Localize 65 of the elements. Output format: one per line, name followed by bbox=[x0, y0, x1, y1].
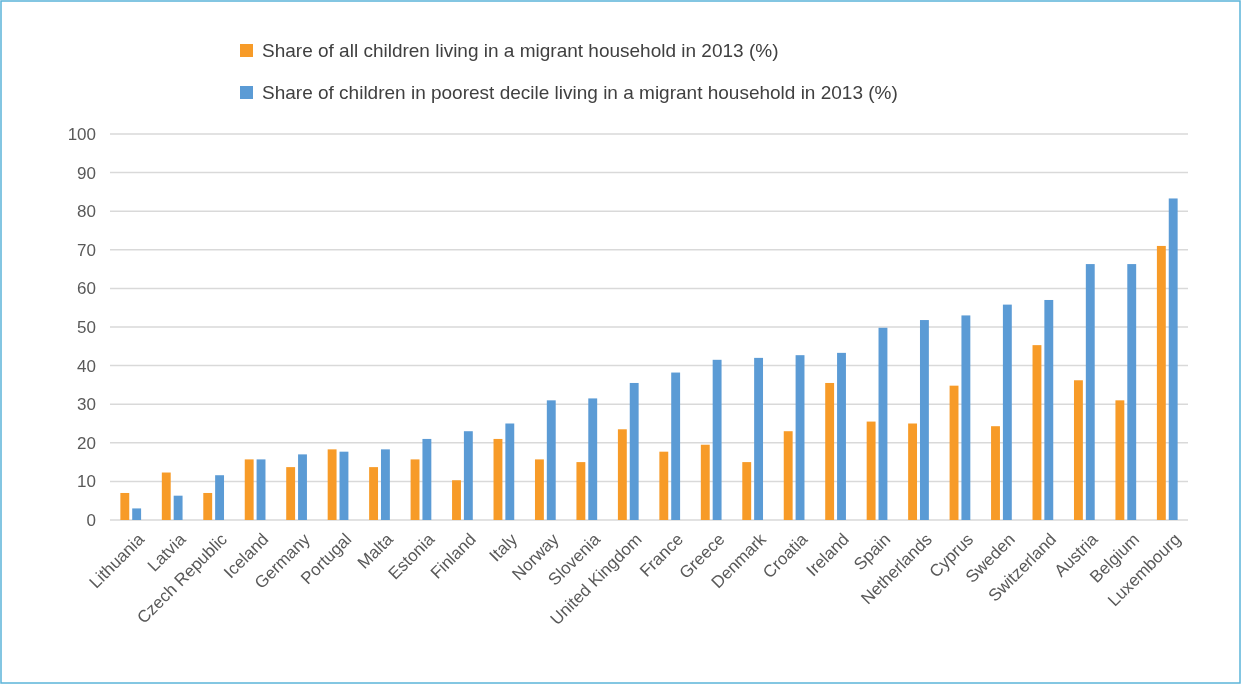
bar bbox=[629, 382, 639, 520]
bar bbox=[1044, 299, 1054, 520]
y-tick-label: 70 bbox=[77, 240, 96, 260]
y-tick-label: 80 bbox=[77, 202, 96, 222]
legend-label: Share of all children living in a migrant household in 2013 (%) bbox=[262, 39, 779, 61]
bar bbox=[422, 438, 432, 520]
bar bbox=[588, 398, 598, 520]
bar bbox=[534, 459, 544, 520]
bar bbox=[203, 492, 213, 520]
y-tick-label: 0 bbox=[86, 510, 96, 530]
bar bbox=[825, 382, 835, 520]
bar bbox=[380, 449, 390, 520]
bar bbox=[908, 423, 918, 520]
bar bbox=[837, 352, 846, 520]
y-tick-label: 100 bbox=[67, 124, 96, 144]
bar bbox=[961, 315, 971, 520]
bar bbox=[493, 438, 503, 520]
bar bbox=[1073, 380, 1083, 520]
y-tick-label: 50 bbox=[77, 317, 96, 337]
bar bbox=[1115, 400, 1125, 520]
bar bbox=[215, 475, 225, 520]
bar bbox=[919, 320, 929, 520]
bar bbox=[505, 423, 515, 520]
bar bbox=[1032, 345, 1042, 520]
bar bbox=[866, 421, 876, 520]
legend-label: Share of children in poorest decile living in a migrant household in 2013 (%) bbox=[262, 81, 898, 103]
bar bbox=[339, 451, 349, 520]
bar bbox=[132, 508, 142, 520]
bar bbox=[410, 459, 420, 520]
bar bbox=[742, 462, 752, 520]
bar bbox=[576, 462, 586, 520]
bar bbox=[173, 495, 183, 520]
y-tick-label: 10 bbox=[77, 472, 96, 492]
bar bbox=[286, 467, 296, 520]
bar bbox=[1156, 245, 1166, 520]
bar bbox=[671, 372, 681, 520]
bar bbox=[256, 459, 266, 520]
bar bbox=[1085, 264, 1095, 520]
bar bbox=[795, 355, 805, 520]
bar bbox=[327, 449, 337, 520]
bar bbox=[1127, 264, 1137, 520]
bar bbox=[1002, 304, 1012, 520]
bar bbox=[161, 472, 171, 520]
y-tick-label: 20 bbox=[77, 433, 96, 453]
bar bbox=[949, 385, 959, 520]
bar bbox=[712, 359, 722, 520]
bar bbox=[1168, 198, 1178, 520]
bar bbox=[120, 492, 130, 520]
y-tick-label: 40 bbox=[77, 356, 96, 376]
bar bbox=[298, 454, 307, 520]
bar bbox=[617, 429, 627, 520]
bar bbox=[700, 444, 710, 520]
bar bbox=[546, 400, 556, 520]
y-tick-label: 30 bbox=[77, 395, 96, 415]
bar bbox=[369, 467, 379, 520]
y-tick-label: 60 bbox=[77, 279, 96, 299]
bar bbox=[754, 357, 764, 520]
y-tick-label: 90 bbox=[77, 163, 96, 183]
bar bbox=[463, 431, 473, 520]
bar bbox=[244, 459, 254, 520]
bar bbox=[452, 480, 461, 520]
bar bbox=[783, 431, 793, 520]
bar bbox=[659, 451, 669, 520]
bar bbox=[991, 426, 1000, 520]
bar bbox=[878, 327, 888, 520]
